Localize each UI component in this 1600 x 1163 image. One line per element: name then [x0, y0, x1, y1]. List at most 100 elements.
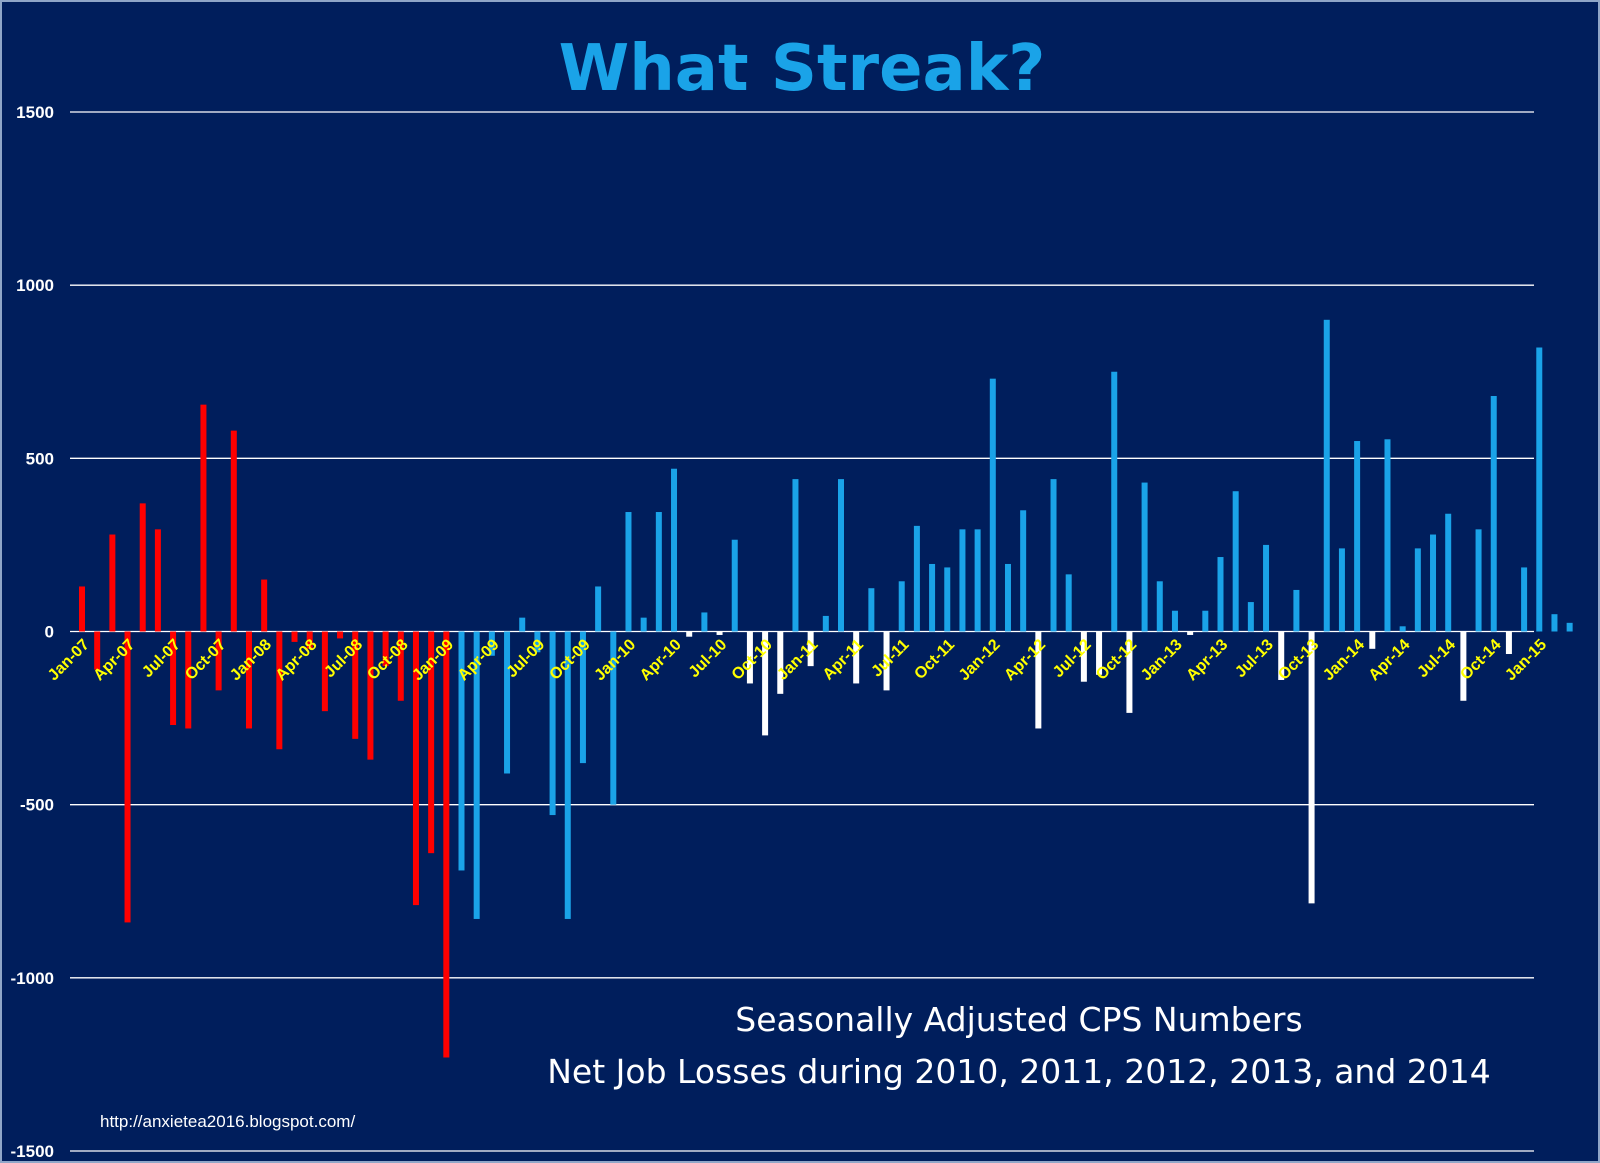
- bar: [534, 631, 541, 653]
- bar: [352, 631, 359, 739]
- bar: [959, 529, 966, 632]
- bar: [1202, 610, 1209, 632]
- bar: [1263, 544, 1270, 632]
- bar: [1384, 439, 1391, 632]
- annotation-line-2: Net Job Losses during 2010, 2011, 2012, …: [547, 1052, 1491, 1091]
- bar: [1430, 534, 1437, 632]
- bar: [1338, 548, 1345, 632]
- bar: [1065, 574, 1072, 632]
- bar: [989, 378, 996, 632]
- x-tick-label: Jul-09: [504, 636, 549, 681]
- bar: [701, 612, 708, 632]
- bar: [185, 631, 192, 729]
- x-tick-label: Apr-13: [1183, 636, 1231, 684]
- bar: [1399, 626, 1406, 632]
- x-tick-label: Jul-07: [139, 636, 184, 681]
- bar: [1293, 589, 1300, 632]
- bar: [109, 534, 116, 632]
- bar: [1566, 622, 1573, 632]
- bar: [200, 404, 207, 632]
- bar: [671, 468, 678, 632]
- bar: [1369, 631, 1376, 649]
- bar: [1050, 479, 1057, 632]
- bar: [1490, 395, 1497, 632]
- bar: [853, 631, 860, 684]
- bar: [1414, 548, 1421, 632]
- x-tick-label: Apr-10: [637, 636, 685, 684]
- bar: [154, 529, 161, 632]
- bar: [79, 586, 85, 632]
- bar: [1232, 491, 1239, 632]
- bar: [1020, 510, 1027, 632]
- x-tick-label: Oct-11: [911, 636, 958, 683]
- bar: [1080, 631, 1087, 682]
- bar: [898, 581, 905, 632]
- bar: [716, 631, 723, 635]
- bar: [1187, 631, 1194, 635]
- bar: [822, 615, 829, 632]
- bar: [1217, 557, 1224, 632]
- bar: [488, 631, 495, 656]
- bar: [929, 563, 936, 632]
- bar: [1308, 631, 1315, 904]
- bar: [913, 525, 920, 632]
- bar: [473, 631, 480, 919]
- source-url: http://anxietea2016.blogspot.com/: [100, 1112, 355, 1131]
- bar: [1445, 513, 1452, 632]
- bar: [640, 617, 647, 632]
- chart-title: What Streak?: [559, 32, 1046, 106]
- bar: [762, 631, 769, 736]
- bar: [549, 631, 556, 816]
- bar: [1460, 631, 1467, 701]
- x-tick-label: Jan-12: [956, 636, 1004, 684]
- bar: [367, 631, 374, 760]
- annotation-line-1: Seasonally Adjusted CPS Numbers: [735, 1000, 1302, 1039]
- bar: [261, 579, 268, 632]
- bar: [1141, 482, 1148, 632]
- y-tick-labels: 1500 1000 500 0 -500 -1000 -1500: [11, 103, 54, 1161]
- bar: [337, 631, 344, 639]
- bar: [1035, 631, 1042, 729]
- bar: [124, 631, 131, 923]
- bar: [170, 631, 177, 726]
- bar: [428, 631, 435, 854]
- bar: [1475, 529, 1482, 632]
- bar: [610, 631, 617, 805]
- bar: [686, 631, 693, 637]
- bar: [1505, 631, 1512, 655]
- bar: [807, 631, 814, 667]
- x-tick-label: Jan-14: [1320, 636, 1368, 684]
- bar: [868, 588, 875, 632]
- bar: [276, 631, 283, 750]
- bar: [1096, 631, 1103, 675]
- bar: [1171, 610, 1178, 632]
- x-tick-label: Jul-08: [321, 636, 366, 681]
- bar: [245, 631, 252, 729]
- bar: [321, 631, 328, 712]
- y-tick-label: 1000: [16, 276, 54, 295]
- bar: [1126, 631, 1133, 713]
- x-tick-label: Jul-13: [1232, 636, 1277, 681]
- y-tick-label: 1500: [16, 103, 54, 122]
- bar: [1323, 319, 1330, 632]
- bar: [382, 631, 389, 667]
- bar: [504, 631, 511, 774]
- bar: [625, 512, 632, 632]
- bar: [838, 479, 844, 632]
- x-tick-label: Apr-12: [1001, 636, 1049, 684]
- bar: [230, 430, 237, 632]
- bar: [1551, 614, 1558, 632]
- bar: [1521, 567, 1528, 632]
- bar: [443, 631, 450, 1058]
- bar: [1004, 563, 1011, 632]
- bar: [655, 512, 662, 632]
- bar: [1278, 631, 1285, 680]
- bar: [595, 586, 602, 632]
- bar: [306, 631, 313, 649]
- y-tick-label: -500: [20, 796, 54, 815]
- bar: [883, 631, 890, 691]
- bar: [458, 631, 465, 871]
- x-tick-label: Jan-13: [1138, 636, 1186, 684]
- gridlines: [70, 111, 1534, 1152]
